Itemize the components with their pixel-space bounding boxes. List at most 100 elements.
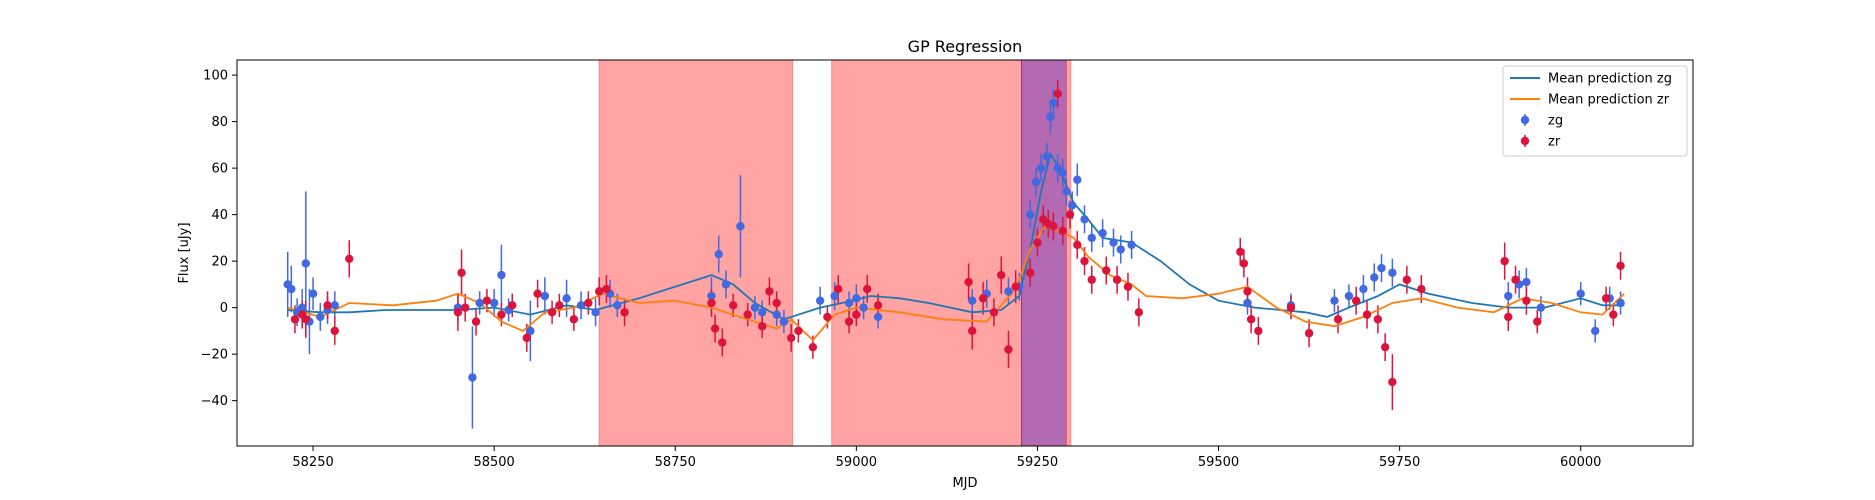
zg-point-20 [591,308,600,317]
zr-point-37 [863,284,872,294]
zg-point-18 [562,294,571,303]
zg-point-6 [308,289,318,298]
zg-point-54 [1098,229,1107,238]
zr-point-75 [1417,284,1426,294]
y-axis-label: Flux [uJy] [177,222,192,283]
zg-point-34 [852,294,861,303]
zg-point-68 [1522,277,1531,287]
zg-point-35 [859,303,868,312]
zg-point-37 [968,296,977,305]
zg-point-63 [1370,273,1379,282]
zg-point-41 [1025,210,1035,219]
zr-point-34 [834,284,843,294]
y-tick-label-0: −40 [201,394,228,409]
zr-point-36 [852,310,861,319]
zg-point-26 [736,222,745,231]
legend-label-1: Mean prediction zr [1548,93,1670,108]
zr-point-20 [602,284,611,294]
zg-point-69 [1536,303,1546,312]
zr-point-57 [1102,266,1111,275]
zr-point-24 [718,338,727,347]
zg-point-53 [1087,233,1096,243]
zr-point-82 [1609,310,1618,319]
legend-label-0: Mean prediction zg [1548,72,1672,87]
zr-point-53 [1065,210,1075,219]
zr-point-54 [1073,240,1082,250]
zr-point-8 [460,303,470,312]
zg-point-56 [1116,245,1125,254]
x-tick-label-3: 59000 [836,455,877,470]
zr-point-14 [533,289,542,298]
zr-point-55 [1080,256,1089,266]
zg-point-61 [1344,291,1354,301]
zg-point-12 [475,298,484,308]
y-tick-label-5: 60 [211,162,228,177]
zg-point-58 [1243,298,1252,308]
zr-point-41 [978,294,988,303]
zr-point-32 [808,342,818,352]
zg-point-28 [757,308,767,317]
zg-point-11 [468,373,477,382]
zg-point-13 [489,298,499,308]
legend-swatch-3 [1520,136,1530,146]
zr-point-64 [1246,315,1256,324]
zg-point-43 [1036,163,1046,173]
zg-point-19 [576,301,586,310]
zr-point-7 [457,268,466,277]
y-tick-label-2: 0 [220,301,228,316]
zr-point-60 [1134,308,1144,317]
zg-point-73 [1616,298,1625,308]
legend-label-3: zr [1548,135,1561,150]
zg-point-64 [1377,263,1386,273]
axes-frame [236,59,1694,447]
zr-point-71 [1373,315,1383,324]
zr-point-40 [968,326,977,336]
zr-point-42 [989,308,999,317]
zr-point-56 [1087,275,1096,284]
x-tick-label-5: 59500 [1198,455,1239,470]
zr-point-39 [964,277,973,287]
data-points [283,89,1625,387]
zg-point-32 [830,291,839,301]
zr-point-80 [1533,317,1542,326]
zr-point-61 [1236,247,1245,257]
zr-point-74 [1402,275,1412,284]
zr-point-4 [330,326,339,336]
zg-point-27 [750,303,760,312]
zr-point-33 [823,312,832,322]
y-tick-label-4: 40 [211,208,228,223]
zr-point-6 [453,308,463,317]
zr-point-51 [1053,89,1062,98]
zg-point-9 [330,301,339,310]
zr-point-2 [301,315,311,324]
zr-point-63 [1243,287,1252,296]
y-tick-label-7: 100 [203,69,228,84]
y-axis-ticks: −40 −20 0 20 40 60 80 100 [201,69,237,409]
zr-point-65 [1254,326,1263,336]
zr-point-70 [1362,310,1372,319]
zg-point-62 [1359,284,1368,294]
zg-point-4 [301,259,311,268]
legend-swatch-2 [1520,115,1530,125]
zr-point-30 [786,333,796,343]
zr-point-43 [997,270,1006,280]
zr-point-17 [569,315,579,324]
zr-point-67 [1304,329,1314,338]
zr-point-77 [1504,312,1513,322]
zg-point-65 [1388,268,1397,277]
zr-point-52 [1058,226,1067,236]
legend: Mean prediction zg Mean prediction zr zg zr [1502,65,1688,157]
zr-point-47 [1033,238,1042,247]
zg-point-29 [772,310,781,319]
zg-point-1 [287,284,296,294]
zr-point-21 [620,308,629,317]
zg-point-22 [613,301,622,310]
zg-point-51 [1073,175,1082,184]
zg-point-50 [1068,201,1077,210]
zr-point-66 [1286,303,1296,312]
x-tick-label-7: 60000 [1560,455,1601,470]
zg-point-70 [1576,289,1585,298]
zr-point-12 [508,301,517,310]
x-tick-label-2: 58750 [655,455,696,470]
zr-point-27 [757,322,767,331]
